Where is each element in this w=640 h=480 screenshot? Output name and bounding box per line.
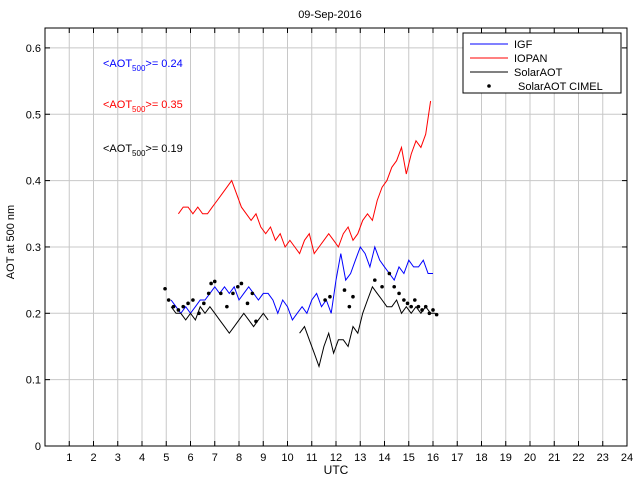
cimel-point [347,304,352,309]
x-tick-label: 10 [281,452,293,464]
cimel-point [166,298,171,302]
cimel-point [423,304,428,309]
cimel-point [163,286,167,291]
chart-title: 09-Sep-2016 [298,9,362,21]
cimel-point [225,304,229,309]
cimel-point [328,294,332,299]
x-tick-label: 23 [597,452,609,464]
x-axis-label: UTC [324,463,349,477]
x-tick-label: 21 [548,452,560,464]
y-tick-label: 0.1 [26,375,41,387]
axes [44,27,628,447]
cimel-point [405,301,410,306]
cimel-point [186,301,190,306]
x-tick-label: 24 [621,452,633,464]
y-tick-label: 0.6 [26,43,41,55]
legend-label: SolarAOT [514,67,563,79]
cimel-point [206,291,211,296]
cimel-point [351,294,355,299]
cimel-point [387,271,392,276]
x-tick-label: 2 [90,452,96,464]
cimel-point [420,308,424,312]
legend-label: IGF [514,39,533,51]
x-tick-label: 7 [212,452,218,464]
x-tick-label: 9 [260,452,266,464]
x-tick-label: 15 [403,452,415,464]
cimel-point [219,291,223,296]
cimel-point [176,308,181,312]
series-layer [163,100,439,369]
cimel-point [254,319,258,324]
cimel-point [197,311,201,316]
cimel-point [209,281,213,286]
cimel-point [250,291,255,296]
y-tick-label: 0.5 [26,109,41,121]
mean-annotation-solaraot: <AOT500>= 0.19 [103,143,183,158]
cimel-point [434,312,439,317]
y-tick-label: 0 [35,441,41,453]
x-tick-label: 4 [139,452,145,464]
cimel-point [239,281,244,286]
y-tick-label: 0.4 [26,176,41,188]
x-tick-label: 16 [427,452,439,464]
cimel-point [397,291,401,296]
cimel-point [323,298,327,302]
x-tick-label: 8 [236,452,242,464]
cimel-point [212,279,217,284]
y-axis-label: AOT at 500 nm [5,205,17,279]
mean-annotation-igf: <AOT500>= 0.24 [103,58,183,73]
tick-labels: 1 2 3 4 5 6 7 8 9 10 11 12 13 14 15 16 17 18 19 20 21 22 23 240… [26,43,633,464]
cimel-point [402,298,406,302]
cimel-point [342,288,347,292]
cimel-point [373,278,377,282]
legend-label: SolarAOT CIMEL [518,81,603,93]
x-tick-label: 5 [163,452,169,464]
x-tick-label: 19 [500,452,512,464]
legend-label: IOPAN [514,53,547,65]
x-tick-label: 14 [378,452,390,464]
legend-box [462,32,622,94]
mean-annotation-iopan: <AOT500>= 0.35 [103,99,183,114]
cimel-point [380,284,384,289]
cimel-point [416,304,421,309]
x-tick-label: 22 [572,452,584,464]
grid-lines [45,28,628,447]
x-tick-label: 3 [115,452,121,464]
cimel-point [231,291,235,296]
x-tick-label: 18 [475,452,487,464]
cimel-point [413,298,417,302]
x-tick-label: 13 [354,452,366,464]
y-tick-label: 0.2 [26,308,41,320]
cimel-point [431,308,435,312]
cimel-point [409,304,413,309]
x-tick-label: 17 [451,452,463,464]
y-tick-label: 0.3 [26,242,41,254]
legend-swatch [487,84,491,88]
cimel-point [245,301,250,306]
series-line-iopan [177,100,432,255]
cimel-point [427,311,432,316]
cimel-point [235,284,240,289]
mean-annotations: <AOT500>= 0.24 <AOT500>= 0.35 <AOT500>= 0.… [103,58,183,158]
legend: IGF IOPAN SolarAOT SolarAOT CIMEL [462,32,622,94]
series-line-solaraot [170,285,436,369]
x-tick-label: 20 [524,452,536,464]
x-tick-label: 6 [187,452,193,464]
x-tick-label: 11 [306,452,317,464]
cimel-point [202,301,206,306]
x-tick-label: 12 [330,452,342,464]
cimel-point [181,304,186,309]
cimel-point [392,284,397,289]
cimel-point [191,298,195,302]
cimel-point [171,304,176,309]
x-tick-label: 1 [66,452,72,464]
